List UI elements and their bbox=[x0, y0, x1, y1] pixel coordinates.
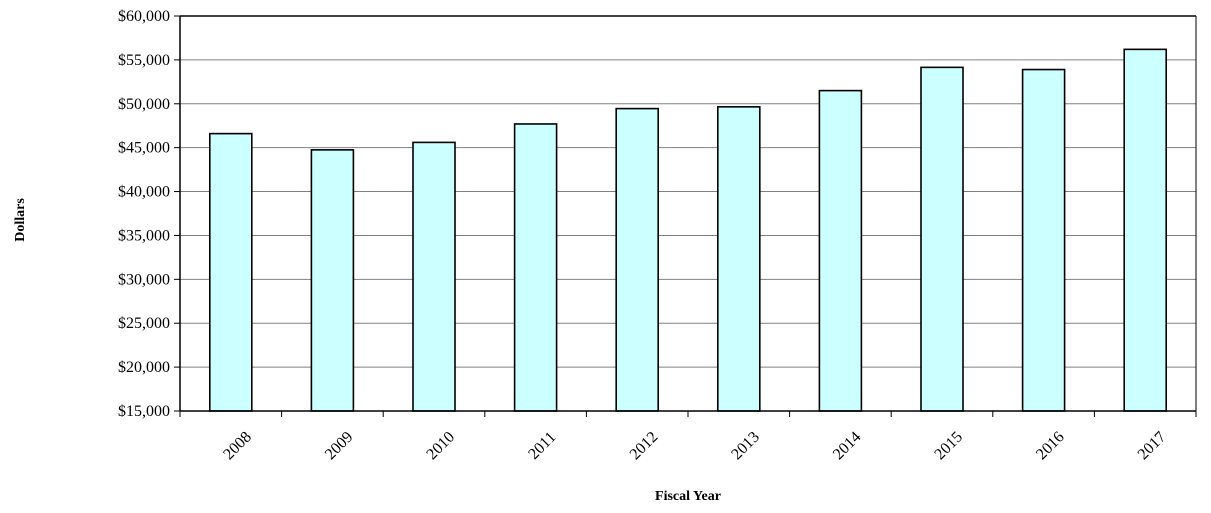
y-tick-label: $25,000 bbox=[118, 315, 170, 332]
bar-2010 bbox=[412, 141, 456, 412]
x-tick-label: 2016 bbox=[1033, 428, 1068, 463]
x-tick-labels: 2008 2009 2010 2011 2012 2013 2014 2015 2016 2017 bbox=[220, 428, 1169, 463]
x-tick-label: 2013 bbox=[728, 428, 763, 463]
y-tick-label: $15,000 bbox=[118, 403, 170, 420]
x-axis-title: Fiscal Year bbox=[655, 489, 721, 504]
x-tick-label: 2008 bbox=[220, 428, 255, 463]
x-tick-label: 2014 bbox=[830, 428, 865, 463]
x-tick-label: 2010 bbox=[423, 428, 458, 463]
y-axis-title: Dollars bbox=[13, 198, 28, 242]
y-tick-label: $35,000 bbox=[118, 227, 170, 244]
bars bbox=[209, 48, 1167, 412]
bar-2013 bbox=[716, 106, 761, 412]
y-tick-label: $55,000 bbox=[118, 52, 170, 69]
bar-2014 bbox=[818, 89, 863, 412]
y-tick-label: $60,000 bbox=[118, 8, 170, 25]
y-tick-labels: $15,000 $20,000 $25,000 $30,000 $35,000 $40,0… bbox=[118, 8, 170, 420]
bar-2009 bbox=[310, 149, 355, 412]
y-tick-label: $30,000 bbox=[118, 271, 170, 288]
x-tick-label: 2015 bbox=[931, 428, 966, 463]
bar-2011 bbox=[513, 123, 558, 412]
x-tick-label: 2017 bbox=[1135, 428, 1170, 463]
y-tick-label: $40,000 bbox=[118, 184, 170, 201]
bar-2016 bbox=[1021, 68, 1066, 412]
bar-2017 bbox=[1123, 48, 1167, 412]
bar-2012 bbox=[615, 107, 660, 412]
bar-2015 bbox=[920, 66, 964, 412]
x-tick-label: 2009 bbox=[322, 428, 357, 463]
y-tick-label: $45,000 bbox=[118, 140, 170, 157]
axes bbox=[174, 15, 1197, 417]
bar-2008 bbox=[209, 132, 253, 412]
x-tick-label: 2012 bbox=[627, 428, 662, 463]
x-tick-label: 2011 bbox=[525, 429, 559, 463]
y-tick-label: $20,000 bbox=[118, 359, 170, 376]
y-tick-label: $50,000 bbox=[118, 96, 170, 113]
